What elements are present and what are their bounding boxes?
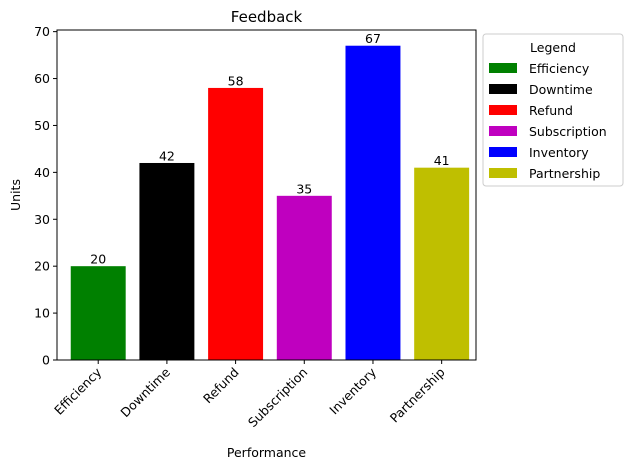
plot-area: 0 10 20 30 40 50 60 70 20 Efficiency 42 Downtime 58 R…	[34, 24, 470, 431]
legend-swatch	[489, 126, 517, 136]
legend-entry: Efficiency	[529, 61, 590, 76]
legend-entry: Downtime	[529, 82, 593, 97]
y-tick-label: 10	[34, 306, 50, 321]
bar-inventory	[345, 45, 401, 360]
bar-partnership	[414, 167, 470, 360]
y-tick-label: 50	[34, 118, 50, 133]
y-tick-label: 40	[34, 165, 50, 180]
legend: Legend Efficiency Downtime Refund Subscript…	[482, 33, 624, 187]
y-tick-label: 30	[34, 212, 50, 227]
data-label: 67	[365, 31, 381, 46]
legend-entry: Subscription	[529, 124, 607, 139]
legend-swatch	[489, 63, 517, 73]
bar-downtime	[139, 162, 195, 360]
legend-box	[482, 33, 624, 187]
y-tick-label: 0	[42, 353, 50, 368]
x-tick-label: Inventory	[326, 364, 379, 417]
y-axis-title: Units	[8, 179, 23, 211]
x-tick-label: Efficiency	[51, 364, 105, 418]
data-label: 35	[296, 181, 312, 196]
legend-entry: Partnership	[529, 166, 600, 181]
bar-subscription	[276, 195, 332, 360]
legend-entry: Refund	[529, 103, 573, 118]
legend-title: Legend	[530, 40, 576, 55]
chart-title: Feedback	[231, 8, 303, 26]
x-tick-label: Downtime	[117, 364, 173, 420]
legend-swatch	[489, 105, 517, 115]
legend-swatch	[489, 147, 517, 157]
legend-entry: Inventory	[529, 145, 589, 160]
x-tick-label: Partnership	[387, 364, 448, 425]
y-tick-label: 70	[34, 24, 50, 39]
legend-swatch	[489, 168, 517, 178]
y-tick-label: 20	[34, 259, 50, 274]
x-tick-label: Refund	[200, 365, 242, 407]
plot-frame	[56, 29, 477, 361]
data-label: 41	[434, 153, 450, 168]
legend-swatch	[489, 84, 517, 94]
data-label: 42	[159, 148, 175, 163]
data-label: 20	[90, 252, 106, 267]
y-tick-label: 60	[34, 71, 50, 86]
bar-refund	[208, 87, 264, 361]
data-label: 58	[228, 73, 244, 88]
bar-efficiency	[70, 266, 126, 360]
x-axis-title: Performance	[227, 445, 307, 460]
x-tick-label: Subscription	[245, 365, 311, 431]
